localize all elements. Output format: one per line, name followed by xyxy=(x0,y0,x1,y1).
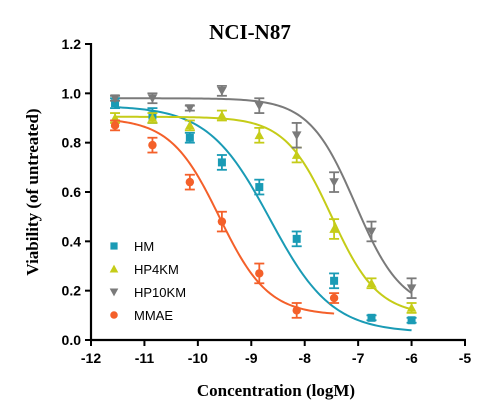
point-hp4km xyxy=(329,224,339,233)
legend-marker-hm xyxy=(110,242,118,250)
point-hp4km xyxy=(217,110,227,120)
point-mmae xyxy=(185,177,195,187)
legend: HM HP4KM HP10KM MMAE xyxy=(109,239,186,323)
y-tick-label: 1.0 xyxy=(62,85,82,101)
point-hp10km xyxy=(147,94,158,104)
chart-title: NCI-N87 xyxy=(209,20,291,44)
point-hm xyxy=(217,158,226,167)
point-hm xyxy=(330,276,339,285)
point-mmae xyxy=(110,121,120,130)
point-mmae xyxy=(329,293,339,303)
point-mmae xyxy=(255,269,264,278)
y-axis-label: Viability (of untreated) xyxy=(23,108,42,275)
legend-label-hm: HM xyxy=(134,239,154,254)
point-hp4km xyxy=(254,130,265,140)
point-hp10km xyxy=(185,104,195,113)
y-tick-label: 0.6 xyxy=(62,184,82,200)
point-hm xyxy=(255,183,264,192)
legend-label-hp4km: HP4KM xyxy=(134,262,179,277)
data-points xyxy=(110,85,417,325)
legend-marker-hp10km xyxy=(109,288,119,297)
x-tick-label: -8 xyxy=(298,350,311,366)
y-tick-label: 1.2 xyxy=(62,36,82,52)
legend-label-hp10km: HP10KM xyxy=(134,285,186,300)
point-hp10km xyxy=(291,131,302,141)
legend-marker-hp4km xyxy=(109,264,119,273)
y-tick-label: 0.0 xyxy=(62,332,82,348)
point-hm xyxy=(185,133,194,142)
x-axis-label: Concentration (logM) xyxy=(197,381,355,400)
y-tick-label: 0.4 xyxy=(62,233,82,249)
point-hp10km xyxy=(406,284,417,293)
x-tick-label: -11 xyxy=(135,350,155,366)
point-hp10km xyxy=(366,227,377,237)
x-tick-label: -9 xyxy=(245,350,258,366)
legend-marker-mmae xyxy=(110,311,118,319)
point-hp10km xyxy=(329,178,339,187)
point-hp4km xyxy=(147,113,158,122)
point-hp4km xyxy=(291,150,302,159)
y-tick-label: 0.8 xyxy=(62,135,82,151)
point-hm xyxy=(292,234,301,243)
point-hp10km xyxy=(110,94,120,104)
legend-label-mmae: MMAE xyxy=(134,308,173,323)
y-tick-label: 0.2 xyxy=(62,283,82,299)
x-tick-label: -10 xyxy=(188,350,208,366)
point-hp4km xyxy=(366,278,377,288)
x-tick-label: -12 xyxy=(81,350,101,366)
x-tick-label: -5 xyxy=(459,350,472,366)
x-tick-label: -6 xyxy=(405,350,418,366)
fit-curve-hm xyxy=(114,106,412,332)
point-mmae xyxy=(217,217,227,226)
point-mmae xyxy=(148,140,157,150)
point-mmae xyxy=(292,306,301,315)
point-hp10km xyxy=(254,101,265,111)
point-hm xyxy=(111,99,120,108)
point-hm xyxy=(407,316,416,325)
point-hm xyxy=(367,313,376,322)
point-hp10km xyxy=(217,87,227,96)
x-tick-label: -7 xyxy=(352,350,365,366)
point-hp4km xyxy=(406,303,417,312)
axes: -12 -11 -10 -9 -8 -7 -6 -5 0.0 0.2 0.4 0.6 0.8 1.0 1.2 xyxy=(62,36,472,366)
point-hp4km xyxy=(185,120,195,130)
fit-curve-hp4km xyxy=(115,115,412,311)
